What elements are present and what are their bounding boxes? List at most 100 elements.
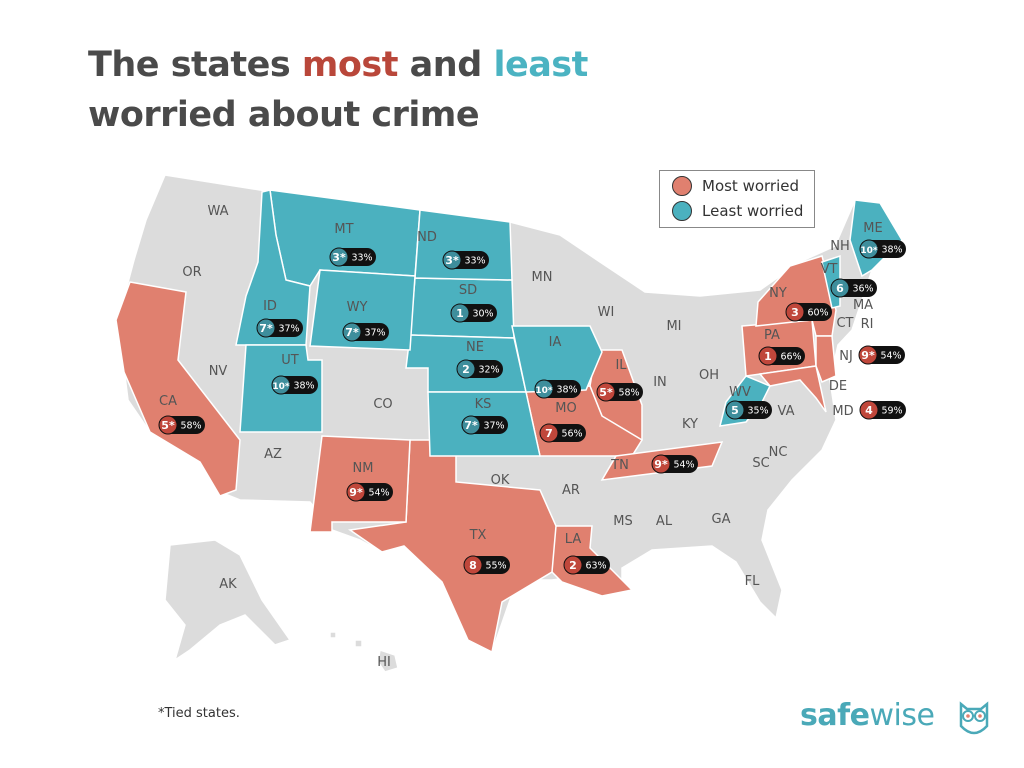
rank-badge-ME: 10* 38% bbox=[859, 239, 906, 259]
badge-rank: 10* bbox=[535, 386, 553, 396]
rank-badge-NM: 9* 54% bbox=[346, 482, 393, 502]
logo-safe: safe bbox=[800, 698, 870, 733]
legend-swatch-least bbox=[672, 201, 692, 221]
state-label-NY: NY bbox=[769, 286, 787, 301]
title-least: least bbox=[493, 45, 588, 85]
state-label-IA: IA bbox=[549, 335, 562, 350]
badge-rank-circle bbox=[329, 247, 349, 267]
badge-rank-circle bbox=[539, 423, 559, 443]
rank-badge-MT: 3* 33% bbox=[329, 247, 376, 267]
state-label-OH: OH bbox=[699, 368, 719, 383]
badge-percent: 38% bbox=[881, 245, 902, 256]
state-label-CO: CO bbox=[373, 397, 392, 412]
state-label-TN: TN bbox=[610, 458, 629, 473]
state-label-SD: SD bbox=[459, 283, 477, 298]
badge-percent: 32% bbox=[478, 365, 499, 376]
badge-percent: 58% bbox=[618, 388, 639, 399]
badge-rank-circle bbox=[456, 359, 476, 379]
state-label-ME: ME bbox=[863, 221, 882, 236]
rank-badge-WY: 7* 37% bbox=[342, 322, 389, 342]
legend-label: Least worried bbox=[702, 202, 804, 220]
badge-rank: 7* bbox=[345, 326, 359, 339]
state-shape-HI bbox=[377, 649, 399, 673]
state-label-MN: MN bbox=[532, 270, 553, 285]
badge-percent: 54% bbox=[880, 351, 901, 362]
title-text: The states bbox=[88, 45, 302, 85]
badge-rank-circle bbox=[463, 555, 483, 575]
rank-badge-LA: 2 63% bbox=[563, 555, 610, 575]
badge-rank-circle bbox=[858, 345, 878, 365]
badge-percent: 37% bbox=[364, 328, 385, 339]
badge-rank-circle bbox=[450, 303, 470, 323]
legend-swatch-most bbox=[672, 176, 692, 196]
badge-percent: 56% bbox=[561, 429, 582, 440]
badge-rank: 7* bbox=[464, 419, 478, 432]
state-label-PA: PA bbox=[764, 328, 780, 343]
badge-percent: 38% bbox=[293, 381, 314, 392]
badge-rank: 9* bbox=[349, 486, 363, 499]
badge-rank-circle bbox=[596, 382, 616, 402]
rank-badge-NE: 2 32% bbox=[456, 359, 503, 379]
rank-badge-UT: 10* 38% bbox=[271, 375, 318, 395]
state-label-NE: NE bbox=[466, 340, 484, 355]
badge-percent: 35% bbox=[747, 406, 768, 417]
state-label-MO: MO bbox=[555, 401, 576, 416]
badge-percent: 36% bbox=[852, 284, 873, 295]
state-label-UT: UT bbox=[281, 353, 299, 368]
rank-badge-MO: 7 56% bbox=[539, 423, 586, 443]
legend: Most worried Least worried bbox=[659, 170, 815, 228]
badge-rank-circle bbox=[758, 346, 778, 366]
state-label-NJ: NJ bbox=[839, 349, 853, 364]
badge-percent: 58% bbox=[180, 421, 201, 432]
rank-badge-WV: 5 35% bbox=[725, 400, 772, 420]
rank-badge-NY: 3 60% bbox=[785, 302, 832, 322]
state-label-AL: AL bbox=[656, 514, 673, 529]
state-label-WA: WA bbox=[207, 204, 228, 219]
page-title: The states most and least worried about … bbox=[88, 40, 588, 140]
badge-rank-circle bbox=[563, 555, 583, 575]
logo-wise: wise bbox=[869, 698, 935, 733]
state-label-AR: AR bbox=[562, 483, 580, 498]
badge-rank: 7* bbox=[259, 322, 273, 335]
badge-rank-circle bbox=[651, 454, 671, 474]
state-shape-TX bbox=[347, 439, 557, 654]
badge-rank: 5* bbox=[161, 419, 175, 432]
badge-percent: 63% bbox=[585, 561, 606, 572]
state-shape-CA bbox=[115, 281, 241, 497]
badge-rank: 10* bbox=[860, 246, 878, 256]
state-label-AK: AK bbox=[219, 577, 237, 592]
badge-percent: 37% bbox=[483, 421, 504, 432]
safewise-logo: safewise bbox=[800, 698, 989, 735]
state-shape-HI bbox=[354, 639, 363, 648]
state-shape-NJ bbox=[815, 335, 837, 383]
badge-rank-circle bbox=[256, 318, 276, 338]
badge-rank: 9* bbox=[861, 349, 875, 362]
badge-rank: 3* bbox=[445, 254, 459, 267]
state-label-HI: HI bbox=[377, 655, 391, 670]
badge-rank: 9* bbox=[654, 458, 668, 471]
state-label-WV: WV bbox=[729, 385, 751, 400]
state-label-VT: VT bbox=[821, 262, 838, 277]
badge-rank-circle bbox=[725, 400, 745, 420]
state-label-GA: GA bbox=[712, 512, 731, 527]
state-label-NC: NC bbox=[769, 445, 788, 460]
title-line2: worried about crime bbox=[88, 95, 480, 135]
badge-rank: 5 bbox=[731, 404, 739, 417]
badge-rank: 2 bbox=[462, 363, 470, 376]
rank-badge-ND: 3* 33% bbox=[442, 250, 489, 270]
state-label-ND: ND bbox=[417, 230, 437, 245]
rank-badge-TX: 8 55% bbox=[463, 555, 510, 575]
state-label-ID: ID bbox=[263, 299, 277, 314]
state-label-DE: DE bbox=[829, 379, 847, 394]
badge-percent: 37% bbox=[278, 324, 299, 335]
badge-rank: 7 bbox=[545, 427, 553, 440]
state-label-NH: NH bbox=[830, 239, 850, 254]
state-label-AZ: AZ bbox=[264, 447, 282, 462]
rank-badge-IA: 10* 38% bbox=[534, 379, 581, 399]
badge-rank-circle bbox=[461, 415, 481, 435]
state-label-MI: MI bbox=[666, 319, 681, 334]
badge-rank: 2 bbox=[569, 559, 577, 572]
badge-percent: 54% bbox=[673, 460, 694, 471]
badge-rank-circle bbox=[271, 375, 291, 395]
